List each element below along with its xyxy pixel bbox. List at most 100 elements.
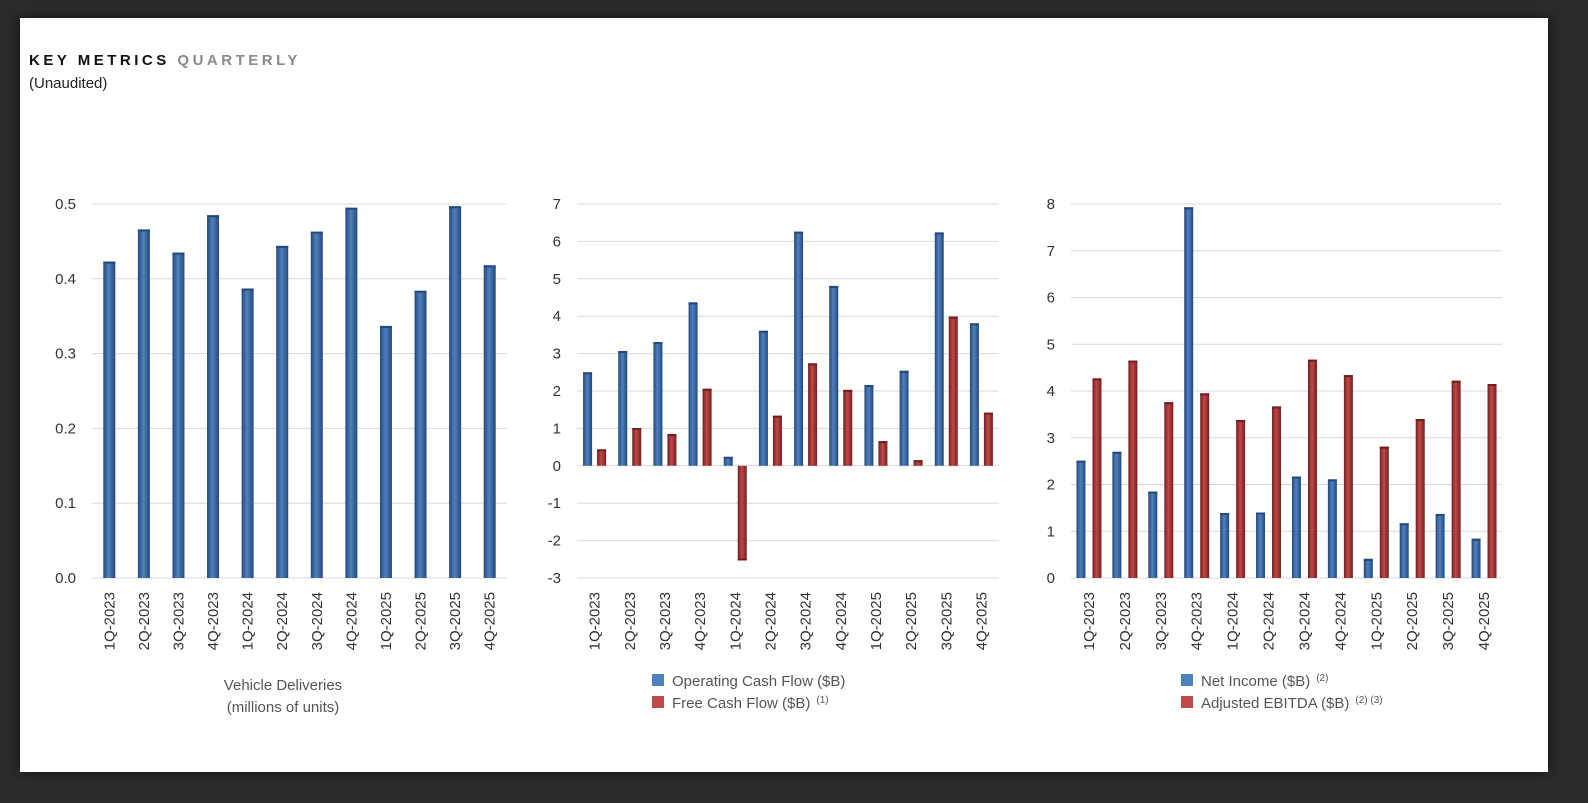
bar-cap [702,388,712,391]
x-tick-label: 2Q-2025 [413,592,430,650]
x-tick-label: 1Q-2025 [1368,592,1385,650]
x-tick-label: 3Q-2024 [798,592,815,650]
y-tick-label: 2 [1047,477,1055,494]
bar-red [1164,402,1174,578]
y-tick-label: 6 [1047,290,1055,307]
bar-cap [1379,446,1389,449]
bar-cap [137,229,150,232]
bar-red [878,441,888,466]
legend-label: Free Cash Flow ($B) (1) [672,695,829,712]
x-tick-label: 1Q-2023 [1081,592,1098,650]
bar-blue [1399,523,1409,578]
bar-cap [597,449,607,452]
legend-label: Operating Cash Flow ($B) [672,673,845,690]
bar-cap [1307,359,1317,362]
x-tick-label: 2Q-2023 [136,592,153,650]
bar-cap [983,412,993,415]
bar-cap [864,385,874,388]
bar-blue [310,231,323,578]
x-tick-label: 3Q-2025 [1440,592,1457,650]
bar-cap [1148,491,1158,494]
y-tick-label: 7 [1047,243,1055,260]
bar-red [808,363,818,466]
bar-blue [1112,451,1122,578]
bar-cap [1076,460,1086,463]
bar-red [772,415,782,466]
bar-cap [934,232,944,235]
bar-cap [878,441,888,444]
x-tick-label: 4Q-2025 [973,592,990,650]
bar-blue [1076,460,1086,578]
bar-cap [483,265,496,268]
x-tick-label: 4Q-2025 [482,592,499,650]
bar-red [1307,359,1317,578]
bar-red [632,428,642,466]
bar-red [1128,360,1138,578]
bar-blue [1471,538,1481,578]
y-tick-label: 6 [553,233,561,250]
bar-blue [1435,513,1445,578]
bar-cap [758,330,768,333]
bar-red [948,316,958,466]
y-tick-label: 0.2 [55,420,76,437]
x-tick-label: 1Q-2023 [587,592,604,650]
x-tick-label: 3Q-2025 [447,592,464,650]
legend-footnote: (2) (3) [1355,695,1382,706]
y-tick-label: 4 [1047,383,1055,400]
bar-cap [1343,375,1353,378]
y-tick-label: 7 [553,196,561,213]
legend-label: Net Income ($B) (2) [1201,673,1328,690]
y-tick-label: 4 [553,308,561,325]
bar-blue [1256,512,1266,578]
y-tick-label: 0.1 [55,495,76,512]
y-tick-label: 1 [553,420,561,437]
bar-cap [1435,513,1445,516]
bar-blue [414,290,427,578]
bar-blue [1148,491,1158,578]
bar-red [1236,419,1246,578]
x-tick-label: 2Q-2024 [762,592,779,650]
bar-cap [632,428,642,431]
y-tick-label: 0.5 [55,196,76,213]
bar-cap [653,342,663,345]
y-tick-label: 5 [1047,336,1055,353]
bar-cap [794,231,804,234]
x-tick-label: 4Q-2023 [205,592,222,650]
bar-cap [414,290,427,293]
x-tick-label: 1Q-2023 [101,592,118,650]
bar-cap [723,456,733,459]
bar-blue [345,207,358,579]
x-tick-label: 2Q-2025 [903,592,920,650]
bar-red [1379,446,1389,578]
bar-cap [737,558,747,561]
bar-blue [241,288,254,578]
bar-cap [899,370,909,373]
page-title: KEY METRICS QUARTERLY [29,52,301,69]
bar-blue [103,261,116,578]
bar-cap [1164,402,1174,405]
bar-blue [583,372,593,466]
bar-cap [843,389,853,392]
chart-caption: Vehicle Deliveries [224,677,342,694]
bar-blue [379,325,392,578]
y-tick-label: 3 [553,346,561,363]
bar-cap [345,207,358,210]
legend-swatch [1181,696,1193,708]
legend-swatch [652,674,664,686]
bar-blue [1327,479,1337,578]
bar-cap [583,372,593,375]
y-tick-label: 8 [1047,196,1055,213]
bar-cap [449,206,462,209]
y-tick-label: 0.3 [55,346,76,363]
y-tick-label: -3 [548,570,561,587]
bar-cap [1236,419,1246,422]
bar-blue [1220,513,1230,578]
bar-red [1272,406,1282,578]
x-tick-label: 3Q-2023 [1153,592,1170,650]
bar-blue [653,342,663,466]
bar-cap [1451,380,1461,383]
x-tick-label: 1Q-2025 [378,592,395,650]
bar-cap [1415,419,1425,422]
